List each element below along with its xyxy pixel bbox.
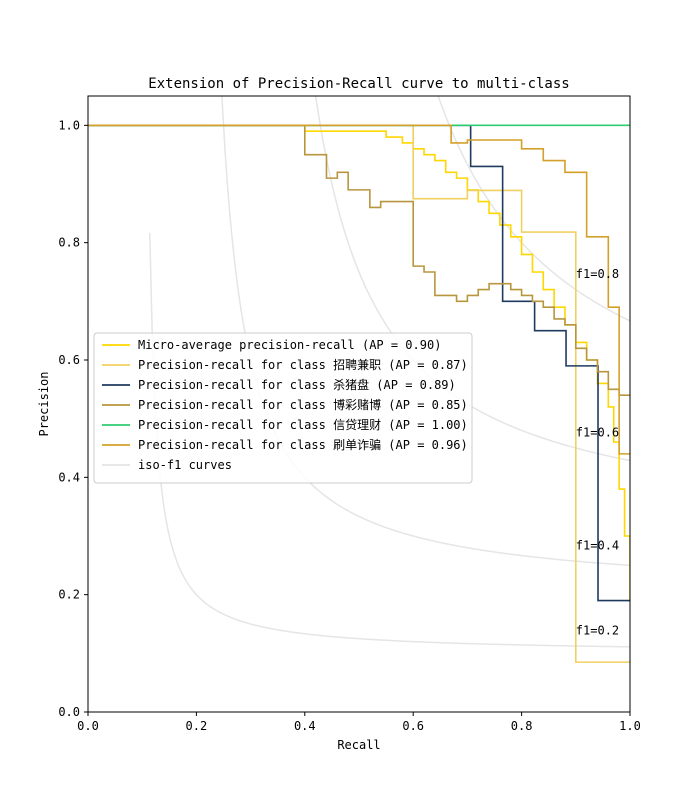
x-tick-label: 0.6 [402, 719, 424, 733]
y-tick-label: 1.0 [58, 118, 80, 132]
legend-entry: Precision-recall for class 博彩赌博 (AP = 0.… [138, 397, 468, 412]
y-tick-label: 0.8 [58, 236, 80, 250]
x-tick-label: 0.2 [186, 719, 208, 733]
y-tick-label: 0.4 [58, 470, 80, 484]
iso-f1-annotation: f1=0.4 [576, 538, 619, 552]
legend-entry: Precision-recall for class 信贷理财 (AP = 1.… [138, 418, 468, 432]
x-axis-label: Recall [337, 738, 380, 752]
iso-f1-annotation: f1=0.6 [576, 425, 619, 439]
x-tick-label: 1.0 [619, 719, 641, 733]
iso-f1-curve-0.4 [221, 96, 630, 567]
x-tick-label: 0.4 [294, 719, 316, 733]
y-tick-label: 0.2 [58, 588, 80, 602]
series-line-3 [88, 124, 630, 396]
series-line-1 [88, 124, 630, 663]
series-line-2 [88, 124, 630, 602]
legend-entry: iso-f1 curves [138, 458, 232, 472]
legend-entry: Precision-recall for class 杀猪盘 (AP = 0.8… [138, 377, 456, 392]
legend-box [93, 332, 473, 484]
chart-title: Extension of Precision-Recall curve to m… [148, 76, 569, 92]
iso-f1-annotation: f1=0.8 [576, 267, 619, 281]
y-tick-label: 0.6 [58, 353, 80, 367]
x-tick-label: 0.0 [77, 719, 99, 733]
legend: Micro-average precision-recall (AP = 0.9… [93, 332, 473, 484]
legend-entry: Micro-average precision-recall (AP = 0.9… [138, 338, 441, 352]
plot-frame [87, 95, 631, 713]
y-axis-label: Precision [37, 371, 51, 436]
iso-f1-annotation: f1=0.2 [576, 623, 619, 637]
iso-f1-curve-0.2 [149, 232, 630, 648]
legend-entry: Precision-recall for class 招聘兼职 (AP = 0.… [138, 358, 468, 372]
series-line-5 [88, 124, 630, 455]
legend-entry: Precision-recall for class 刷单诈骗 (AP = 0.… [138, 437, 468, 452]
y-tick-label: 0.0 [58, 705, 80, 719]
x-tick-label: 0.8 [511, 719, 533, 733]
